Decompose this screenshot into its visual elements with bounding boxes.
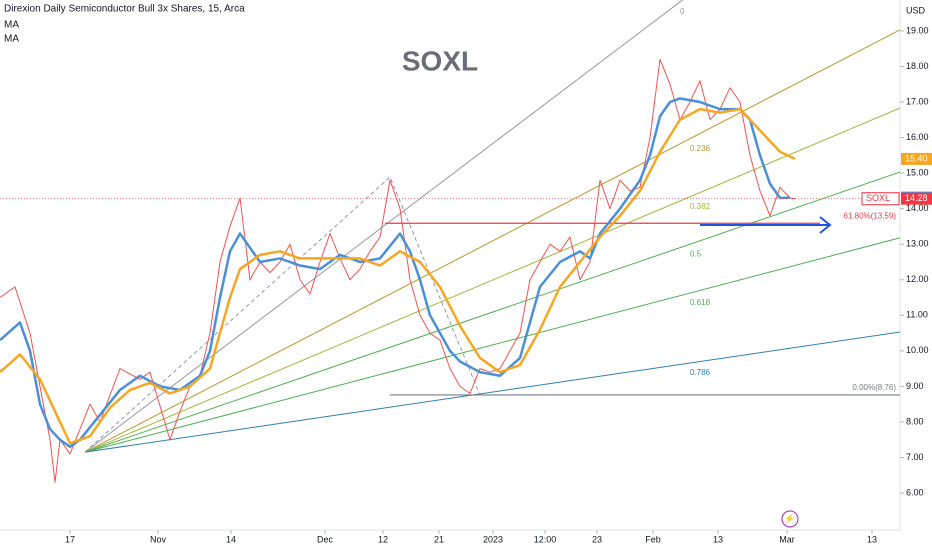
y-tick-label: 11.00 (906, 310, 928, 320)
fan-label: 0.5 (690, 249, 702, 258)
y-tick-label: 15.00 (906, 167, 929, 177)
fan-label: 0 (680, 7, 685, 16)
y-tick-label: 9.00 (906, 381, 924, 391)
symbol-tag (861, 192, 900, 206)
watermark-symbol: SOXL (402, 45, 478, 76)
x-tick-label: 23 (592, 534, 602, 544)
y-tick-label: 18.00 (906, 61, 929, 71)
currency-label: USD (906, 5, 926, 15)
events-icon[interactable] (781, 510, 799, 528)
y-tick-label: 10.00 (906, 345, 929, 355)
symbol-tag-label: SOXL (866, 193, 890, 203)
x-tick-label: Feb (645, 534, 661, 544)
y-tick-label: 12.00 (906, 274, 929, 284)
price-line (0, 107, 796, 445)
fan-label: 0.786 (690, 368, 711, 377)
fan-line (84, 29, 901, 453)
x-tick-label: 13 (713, 534, 723, 544)
fib-level-label: 61.80%(13.59) (844, 211, 897, 220)
y-tick-label: 16.00 (906, 132, 929, 142)
fan-line (84, 171, 901, 453)
fib-level-label: 0.00%(8.76) (852, 383, 896, 392)
x-tick-label: 21 (434, 534, 444, 544)
x-tick-label: Nov (150, 534, 167, 544)
x-tick-label: 17 (65, 534, 75, 544)
events-icon-glyph[interactable]: ⚡ (784, 512, 795, 524)
price-tag (901, 192, 932, 205)
dashed-trend (84, 176, 481, 453)
price-line (0, 58, 796, 483)
indicator-label: MA (4, 20, 19, 31)
y-tick-label: 7.00 (906, 452, 924, 462)
y-tick-label: 8.00 (906, 416, 924, 426)
indicator-label: MA (4, 34, 19, 45)
price-tag-label: 14.28 (905, 193, 928, 203)
fan-line (84, 0, 684, 453)
y-tick-label: 6.00 (906, 487, 924, 497)
x-tick-label: 2023 (483, 534, 503, 544)
price-line (0, 97, 791, 449)
fan-label: 0.236 (690, 144, 711, 153)
y-tick-label: 17.00 (906, 96, 929, 106)
x-tick-label: 13 (867, 534, 877, 544)
x-tick-label: Mar (779, 534, 795, 544)
arrow-head (819, 216, 832, 234)
fan-line (84, 237, 901, 453)
y-tick-label: 19.00 (906, 25, 929, 35)
y-tick-label: 13.00 (906, 239, 929, 249)
fan-label: 0.382 (690, 202, 711, 211)
chart-title: Direxion Daily Semiconductor Bull 3x Sha… (4, 4, 245, 15)
price-tag (901, 152, 932, 165)
y-tick-label: 14.00 (906, 203, 929, 213)
x-tick-label: 12 (378, 534, 388, 544)
fan-line (84, 331, 901, 453)
x-tick-label: 12:00 (534, 534, 557, 544)
x-tick-label: 14 (226, 534, 236, 544)
x-tick-label: Dec (317, 534, 334, 544)
fan-label: 0.618 (690, 298, 711, 307)
price-tag-label: 15.40 (905, 153, 928, 163)
